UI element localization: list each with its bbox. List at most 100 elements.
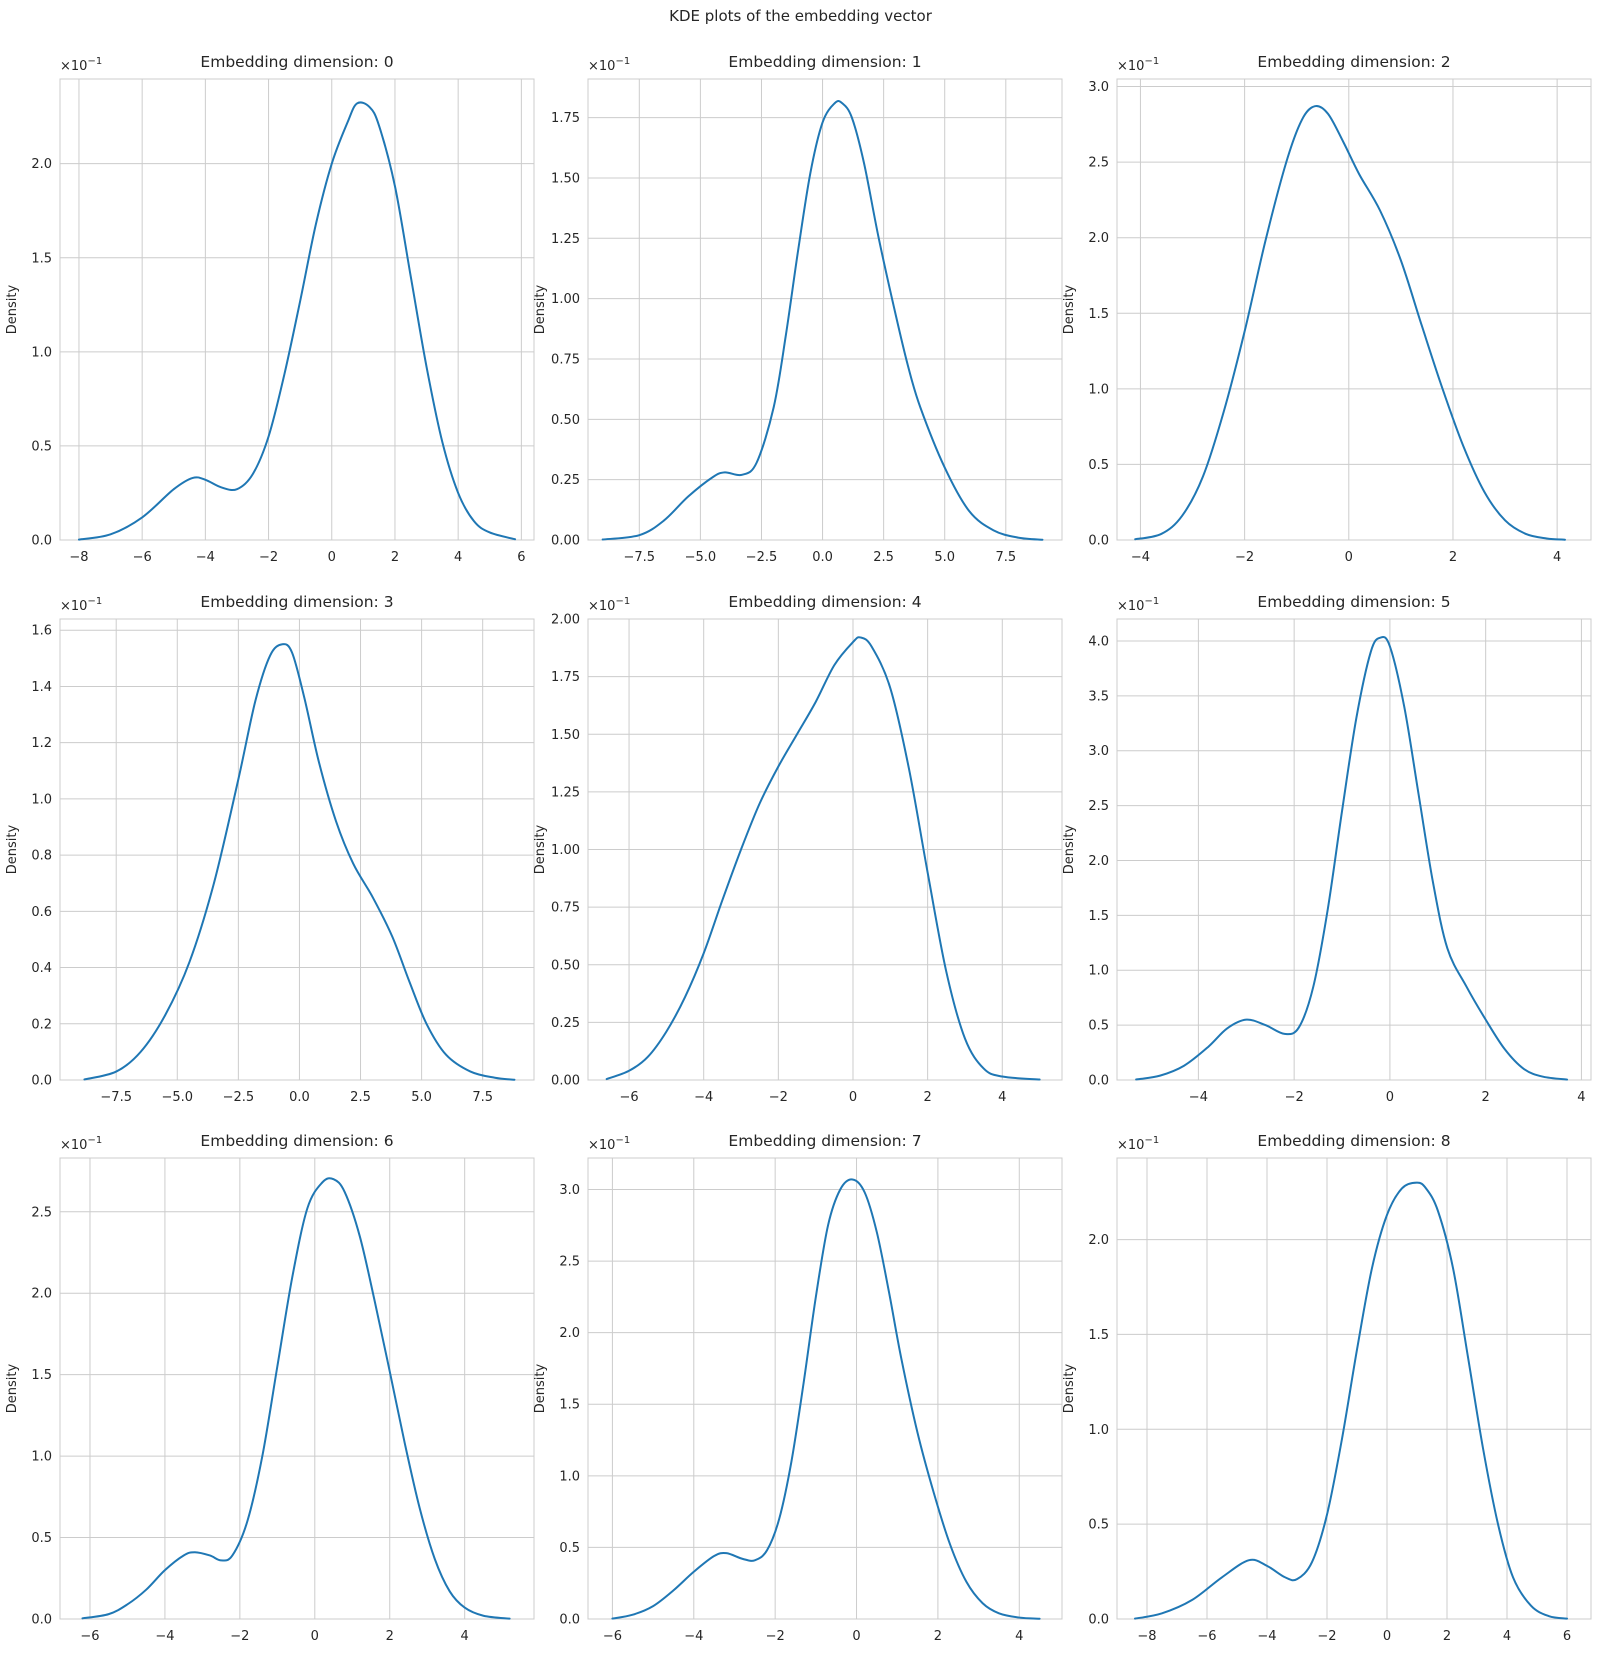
kde-curve <box>605 636 1041 1081</box>
y-offset-multiplier: ×10−1 <box>60 1135 102 1153</box>
y-tick-label: 4.0 <box>1088 634 1109 649</box>
kde-curve <box>77 101 517 541</box>
x-tick-label: 2.5 <box>873 550 894 565</box>
y-tick-label: 0.00 <box>551 534 580 549</box>
y-tick-label: 0.5 <box>1088 1518 1109 1533</box>
subplot-title: Embedding dimension: 8 <box>1257 1132 1450 1150</box>
y-tick-label: 3.0 <box>1088 80 1109 95</box>
subplot-title: Embedding dimension: 5 <box>1257 593 1450 611</box>
y-tick-label: 2.5 <box>1088 156 1109 171</box>
x-tick-label: 0 <box>852 1629 860 1644</box>
kde-curve <box>1135 635 1569 1081</box>
plot-frame <box>59 618 535 1081</box>
y-tick-label: 1.5 <box>1088 1328 1109 1343</box>
y-offset-multiplier: ×10−1 <box>1117 56 1159 74</box>
x-tick-label: −4 <box>684 1629 703 1644</box>
multiplier-exponent: −1 <box>1144 1135 1159 1146</box>
plot-frame <box>587 1157 1063 1620</box>
kde-curve <box>601 100 1044 541</box>
y-tick-label: 1.5 <box>1088 909 1109 924</box>
y-tick-label: 0.50 <box>551 413 580 428</box>
plot-frame <box>1116 618 1592 1081</box>
subplot-title: Embedding dimension: 7 <box>728 1132 921 1150</box>
x-tick-label: 2 <box>923 1090 931 1105</box>
y-tick-label: 1.00 <box>551 843 580 858</box>
x-tick-label: 4 <box>454 550 462 565</box>
y-tick-label: 1.0 <box>31 345 52 360</box>
y-tick-label: 0.4 <box>31 961 52 976</box>
x-tick-label: 4 <box>1553 550 1561 565</box>
y-tick-label: 3.0 <box>559 1183 580 1198</box>
x-tick-label: 6 <box>1563 1629 1571 1644</box>
multiplier-base: ×10 <box>60 1138 87 1153</box>
y-tick-label: 1.25 <box>551 232 580 247</box>
plot-frame <box>1116 78 1592 541</box>
multiplier-base: ×10 <box>588 59 615 74</box>
y-tick-label: 1.50 <box>551 728 580 743</box>
x-tick-label: 2 <box>1449 550 1457 565</box>
x-tick-label: 0 <box>1383 1629 1391 1644</box>
y-tick-label: 0.5 <box>31 439 52 454</box>
y-tick-label: 0.25 <box>551 1016 580 1031</box>
y-tick-label: 1.0 <box>31 1450 52 1465</box>
y-axis-label: Density <box>5 824 20 874</box>
y-tick-label: 1.25 <box>551 785 580 800</box>
plot-frame <box>587 618 1063 1081</box>
y-axis-label: Density <box>533 284 548 334</box>
y-tick-label: 0.2 <box>31 1017 52 1032</box>
multiplier-base: ×10 <box>1117 599 1144 614</box>
x-tick-label: 7.5 <box>995 550 1016 565</box>
multiplier-base: ×10 <box>1117 1138 1144 1153</box>
x-tick-label: 2 <box>391 550 399 565</box>
multiplier-exponent: −1 <box>615 56 630 67</box>
x-tick-label: 5.0 <box>934 550 955 565</box>
subplot-title: Embedding dimension: 6 <box>200 1132 393 1150</box>
y-tick-label: 2.0 <box>31 1287 52 1302</box>
y-tick-label: 1.5 <box>1088 307 1109 322</box>
multiplier-exponent: −1 <box>1144 56 1159 67</box>
y-tick-label: 1.5 <box>559 1398 580 1413</box>
multiplier-base: ×10 <box>588 599 615 614</box>
subplot-2: −4 −2 0 2 4 0.0 0.5 1.0 1.5 2.0 2.5 3.0 Embedding di… <box>1062 53 1592 565</box>
y-tick-label: 2.5 <box>1088 799 1109 814</box>
multiplier-base: ×10 <box>1117 59 1144 74</box>
subplot-title: Embedding dimension: 4 <box>728 593 921 611</box>
x-tick-label: −2 <box>1285 1090 1304 1105</box>
x-tick-label: 7.5 <box>472 1090 493 1105</box>
y-tick-label: 1.0 <box>1088 382 1109 397</box>
y-tick-label: 0.5 <box>1088 1019 1109 1034</box>
y-offset-multiplier: ×10−1 <box>60 56 102 74</box>
multiplier-exponent: −1 <box>87 56 102 67</box>
x-tick-label: −2.5 <box>746 550 778 565</box>
y-tick-label: 2.0 <box>1088 231 1109 246</box>
x-tick-label: −2 <box>1317 1629 1336 1644</box>
y-tick-label: 0.75 <box>551 901 580 916</box>
x-tick-label: −2 <box>230 1629 249 1644</box>
kde-curve <box>81 1177 511 1620</box>
subplot-title: Embedding dimension: 3 <box>200 593 393 611</box>
x-tick-label: 0 <box>1386 1090 1394 1105</box>
plot-frame <box>59 78 535 541</box>
subplot-4: −6 −4 −2 0 2 4 0.00 0.25 0.50 0.75 1.00 1.25 1.50 1.7… <box>533 593 1063 1105</box>
x-tick-label: 4 <box>998 1090 1006 1105</box>
y-tick-label: 1.5 <box>31 1368 52 1383</box>
subplot-7: −6 −4 −2 0 2 4 0.0 0.5 1.0 1.5 2.0 2.5 3.0 Embedding … <box>533 1132 1063 1644</box>
x-tick-label: 2 <box>934 1629 942 1644</box>
y-tick-label: 3.0 <box>1088 744 1109 759</box>
x-tick-label: −5.0 <box>685 550 717 565</box>
x-tick-label: −4 <box>694 1090 713 1105</box>
y-tick-label: 0.50 <box>551 958 580 973</box>
y-tick-label: 2.5 <box>559 1255 580 1270</box>
y-tick-label: 1.6 <box>31 624 52 639</box>
x-tick-label: −6 <box>1197 1629 1216 1644</box>
multiplier-base: ×10 <box>60 599 87 614</box>
y-tick-label: 1.2 <box>31 736 52 751</box>
x-tick-label: 0.0 <box>812 550 833 565</box>
plot-frame <box>1116 1157 1592 1620</box>
y-tick-label: 0.5 <box>1088 458 1109 473</box>
x-tick-label: −2 <box>766 1629 785 1644</box>
x-tick-label: −8 <box>69 550 88 565</box>
x-tick-label: −7.5 <box>100 1090 132 1105</box>
figure-title: KDE plots of the embedding vector <box>669 7 932 25</box>
